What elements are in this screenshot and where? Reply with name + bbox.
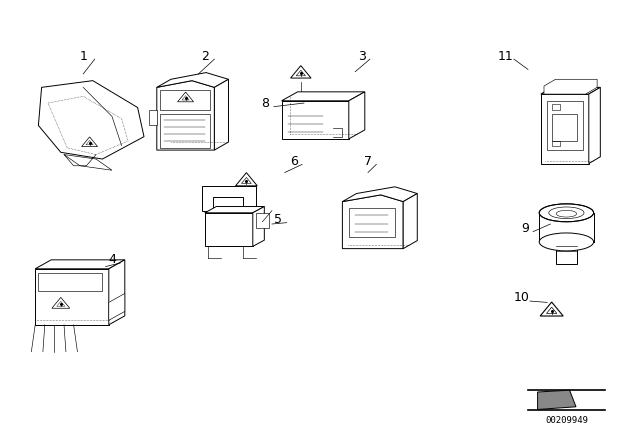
Polygon shape xyxy=(342,187,417,202)
Text: 8: 8 xyxy=(262,96,269,110)
Bar xyxy=(38,273,102,291)
Polygon shape xyxy=(540,302,563,316)
Polygon shape xyxy=(256,213,269,228)
Text: 9: 9 xyxy=(521,222,529,235)
Ellipse shape xyxy=(556,211,577,217)
Polygon shape xyxy=(205,213,253,246)
Polygon shape xyxy=(342,195,403,249)
Bar xyxy=(552,141,560,146)
Text: 11: 11 xyxy=(498,49,513,63)
Bar xyxy=(556,241,577,264)
Polygon shape xyxy=(82,137,98,146)
Polygon shape xyxy=(109,293,125,320)
Ellipse shape xyxy=(548,207,584,219)
Ellipse shape xyxy=(539,233,594,251)
Bar xyxy=(547,101,583,150)
Polygon shape xyxy=(177,92,193,102)
Polygon shape xyxy=(52,297,70,308)
Polygon shape xyxy=(403,194,417,249)
Polygon shape xyxy=(64,155,112,170)
Text: 1: 1 xyxy=(79,49,87,63)
Polygon shape xyxy=(157,73,228,87)
Ellipse shape xyxy=(539,204,594,222)
Bar xyxy=(160,90,210,110)
Polygon shape xyxy=(35,269,109,325)
Polygon shape xyxy=(538,390,576,409)
Text: 2: 2 xyxy=(201,49,209,63)
Polygon shape xyxy=(544,79,597,94)
Polygon shape xyxy=(282,101,349,139)
Polygon shape xyxy=(149,110,157,125)
Text: 3: 3 xyxy=(358,49,365,63)
Bar xyxy=(160,114,210,148)
Polygon shape xyxy=(541,87,600,94)
Polygon shape xyxy=(214,79,228,150)
Text: 10: 10 xyxy=(514,291,529,305)
Bar xyxy=(552,104,560,110)
Text: 00209949: 00209949 xyxy=(545,416,588,425)
Polygon shape xyxy=(291,66,311,78)
Polygon shape xyxy=(541,94,589,164)
Polygon shape xyxy=(349,92,365,139)
Polygon shape xyxy=(38,81,144,159)
Text: 6: 6 xyxy=(291,155,298,168)
Polygon shape xyxy=(35,260,125,269)
Text: 7: 7 xyxy=(364,155,372,168)
Polygon shape xyxy=(202,186,256,211)
Polygon shape xyxy=(253,207,264,246)
Polygon shape xyxy=(282,92,365,101)
Polygon shape xyxy=(589,87,600,164)
Text: 5: 5 xyxy=(275,213,282,226)
Polygon shape xyxy=(236,172,257,186)
Polygon shape xyxy=(109,260,125,325)
Bar xyxy=(349,208,395,237)
Bar xyxy=(552,114,577,141)
Polygon shape xyxy=(157,81,214,150)
Text: 4: 4 xyxy=(108,253,116,267)
Polygon shape xyxy=(205,207,264,213)
